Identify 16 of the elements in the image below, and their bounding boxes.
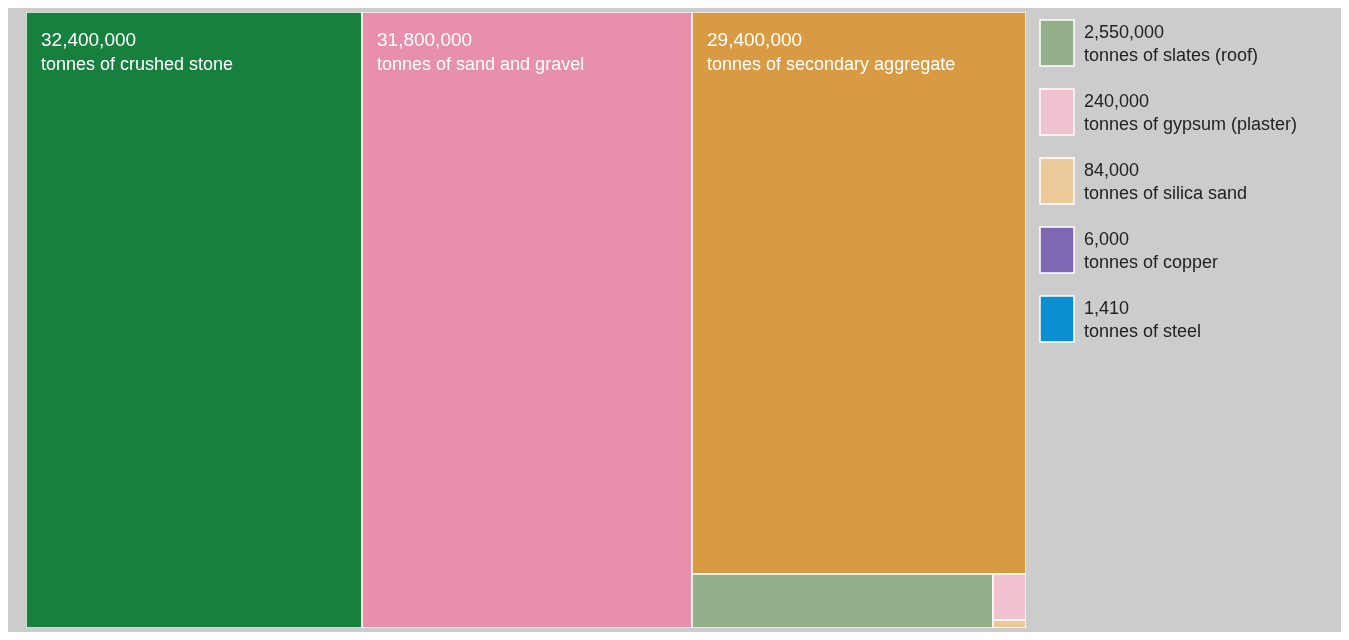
data-label: 6,000 (1084, 229, 1130, 249)
category-label: tonnes of copper (1084, 252, 1219, 272)
data-label: 2,550,000 (1084, 22, 1165, 42)
data-label: 240,000 (1084, 91, 1150, 111)
category-label: tonnes of sand and gravel (377, 54, 585, 74)
category-label: tonnes of steel (1084, 321, 1202, 341)
category-label: tonnes of crushed stone (41, 54, 234, 74)
data-label: 31,800,000 (377, 29, 473, 50)
data-label: 32,400,000 (41, 29, 137, 50)
data-label: 1,410 (1084, 298, 1130, 318)
category-label: tonnes of secondary aggregate (707, 54, 956, 74)
data-label: 29,400,000 (707, 29, 803, 50)
category-label: tonnes of slates (roof) (1084, 45, 1259, 65)
data-label: 84,000 (1084, 160, 1140, 180)
category-label: tonnes of silica sand (1084, 183, 1248, 203)
category-label: tonnes of gypsum (plaster) (1084, 114, 1298, 134)
